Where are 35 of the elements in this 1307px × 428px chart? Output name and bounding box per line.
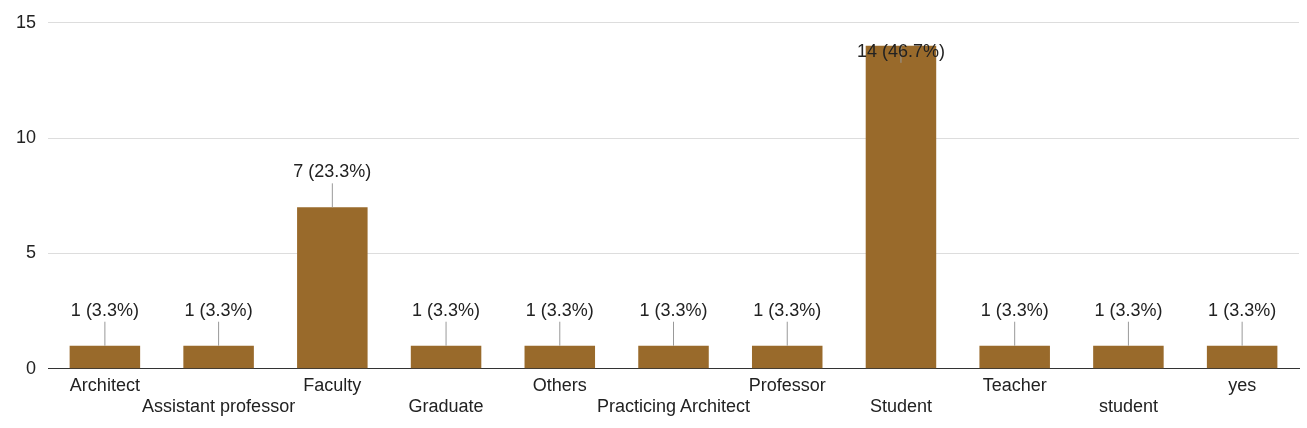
x-tick-label: Faculty xyxy=(303,374,362,395)
x-tick-label: Assistant professor xyxy=(142,396,296,417)
x-tick-label: Student xyxy=(869,396,932,417)
bar xyxy=(183,345,254,369)
y-tick-label: 10 xyxy=(15,127,37,148)
data-label: 1 (3.3%) xyxy=(184,299,253,320)
x-tick-label: Professor xyxy=(748,374,826,395)
data-label: 1 (3.3%) xyxy=(639,299,708,320)
x-tick-label: Graduate xyxy=(408,396,484,417)
bar xyxy=(69,345,141,369)
bar xyxy=(1093,345,1164,369)
x-tick-label: Teacher xyxy=(982,374,1047,395)
x-tick-label: yes xyxy=(1228,374,1257,395)
data-label: 1 (3.3%) xyxy=(1208,299,1277,320)
data-label: 1 (3.3%) xyxy=(70,299,139,320)
x-tick-label: Practicing Architect xyxy=(596,396,751,417)
y-tick-label: 0 xyxy=(26,357,37,378)
data-label: 1 (3.3%) xyxy=(1094,299,1163,320)
bar xyxy=(410,345,482,369)
bar xyxy=(297,207,368,369)
bar xyxy=(751,345,823,369)
y-tick-label: 5 xyxy=(26,242,37,263)
data-label: 1 (3.3%) xyxy=(525,299,594,320)
data-label: 1 (3.3%) xyxy=(753,299,822,320)
x-tick-label: Others xyxy=(532,374,587,395)
bar xyxy=(1206,345,1278,369)
x-tick-label: Architect xyxy=(69,374,140,395)
x-tick-label: student xyxy=(1098,396,1158,417)
data-label: 7 (23.3%) xyxy=(293,161,372,182)
data-label: 1 (3.3%) xyxy=(412,299,481,320)
data-label: 1 (3.3%) xyxy=(980,299,1049,320)
bar xyxy=(979,345,1050,369)
bar xyxy=(638,345,709,369)
y-tick-label: 15 xyxy=(15,11,37,32)
bar xyxy=(524,345,596,369)
